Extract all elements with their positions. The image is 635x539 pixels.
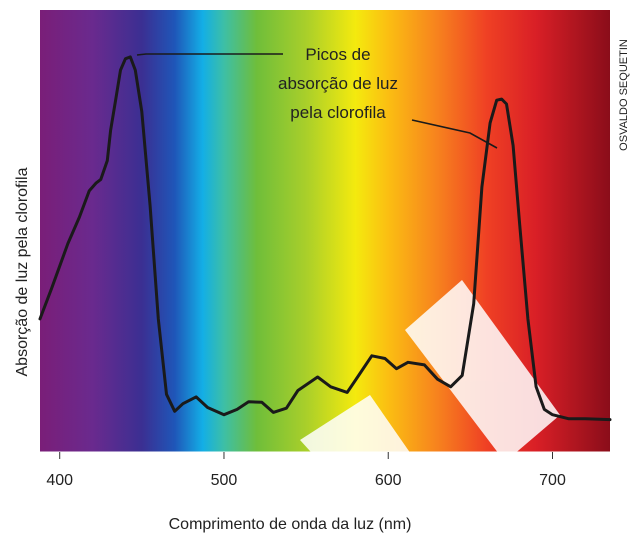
watermark [300,280,560,539]
x-tick-label-600: 600 [375,472,402,489]
annotation-leader-left [136,53,283,56]
x-tick-label-500: 500 [211,472,238,489]
annotation-group: Picos de absorção de luz pela clorofila [136,45,498,149]
y-axis-label: Absorção de luz pela clorofila [14,167,31,376]
absorption-curve [38,55,612,422]
annotation-line-2: absorção de luz [278,74,398,93]
x-tick-label-400: 400 [46,472,73,489]
x-axis-label: Comprimento de onda da luz (nm) [169,516,412,533]
photo-credit: OSVALDO SEQUETIN [618,39,630,151]
x-tick-label-700: 700 [539,472,566,489]
annotation-line-3: pela clorofila [290,103,386,122]
annotation-line-1: Picos de [305,45,370,64]
x-axis-ticks: 400 500 600 700 [46,452,566,489]
